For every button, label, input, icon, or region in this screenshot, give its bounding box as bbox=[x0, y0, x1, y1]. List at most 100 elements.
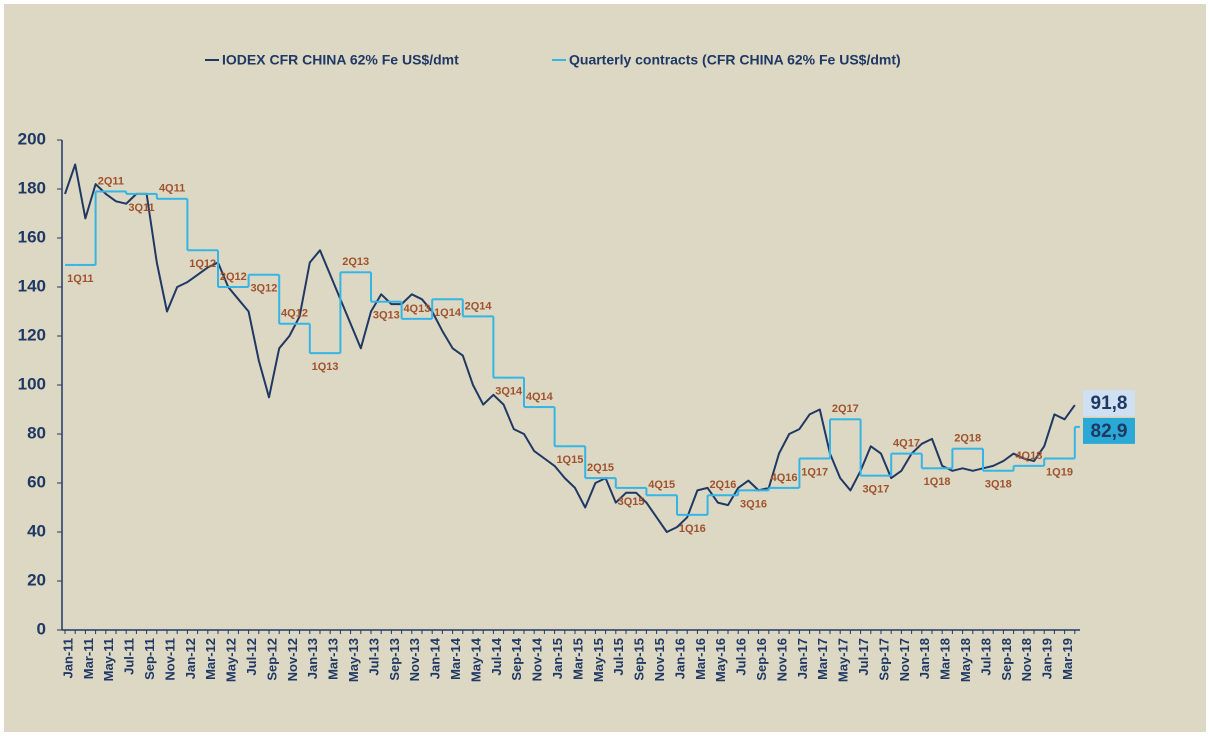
x-tick-label: May-11 bbox=[101, 638, 116, 681]
y-tick-label: 80 bbox=[27, 423, 46, 442]
quarter-label: 3Q13 bbox=[373, 310, 400, 322]
y-tick-label: 0 bbox=[37, 619, 46, 638]
y-tick-label: 140 bbox=[18, 276, 46, 295]
x-tick-label: Jan-11 bbox=[60, 638, 75, 678]
x-tick-label: Jan-12 bbox=[183, 638, 198, 679]
x-tick-label: Sep-16 bbox=[754, 638, 769, 681]
x-tick-label: May-13 bbox=[346, 638, 361, 682]
x-tick-label: Jan-16 bbox=[672, 638, 687, 679]
y-tick-label: 40 bbox=[27, 521, 46, 540]
x-tick-label: Nov-18 bbox=[1019, 638, 1034, 681]
x-tick-label: Jan-15 bbox=[550, 638, 565, 679]
legend-label: IODEX CFR CHINA 62% Fe US$/dmt bbox=[222, 52, 459, 68]
x-tick-label: Jul-13 bbox=[366, 638, 381, 676]
quarter-label: 4Q13 bbox=[403, 303, 430, 315]
x-tick-label: Nov-13 bbox=[407, 638, 422, 681]
quarter-label: 2Q13 bbox=[342, 256, 369, 268]
x-tick-label: Mar-17 bbox=[815, 638, 830, 680]
quarter-label: 2Q18 bbox=[954, 433, 981, 445]
x-tick-label: Mar-15 bbox=[570, 638, 585, 680]
quarter-label: 3Q14 bbox=[495, 386, 523, 398]
quarter-label: 3Q12 bbox=[250, 283, 277, 295]
quarter-label: 2Q14 bbox=[465, 300, 493, 312]
x-tick-label: May-18 bbox=[958, 638, 973, 682]
quarter-label: 3Q11 bbox=[128, 202, 154, 214]
end-label: 82,9 bbox=[1091, 421, 1128, 442]
x-tick-label: Jan-17 bbox=[795, 638, 810, 679]
x-tick-label: Jan-13 bbox=[305, 638, 320, 679]
x-tick-label: May-12 bbox=[224, 638, 239, 682]
quarter-label: 1Q16 bbox=[679, 523, 706, 535]
quarter-label: 1Q15 bbox=[556, 454, 583, 466]
x-tick-label: Nov-11 bbox=[162, 638, 177, 681]
end-label-box bbox=[1083, 390, 1135, 417]
quarter-label: 1Q13 bbox=[312, 361, 339, 373]
x-tick-label: Nov-16 bbox=[774, 638, 789, 681]
x-tick-label: Mar-13 bbox=[326, 638, 341, 680]
quarter-label: 3Q18 bbox=[985, 479, 1012, 491]
x-tick-label: Mar-16 bbox=[693, 638, 708, 680]
quarter-label: 2Q15 bbox=[587, 462, 614, 474]
x-tick-label: Mar-18 bbox=[938, 638, 953, 680]
x-tick-label: May-17 bbox=[836, 638, 851, 682]
y-tick-label: 60 bbox=[27, 472, 46, 491]
quarter-label: 4Q11 bbox=[159, 183, 185, 195]
background bbox=[4, 4, 1206, 732]
quarter-label: 4Q14 bbox=[526, 391, 554, 403]
quarter-label: 1Q19 bbox=[1046, 466, 1073, 478]
x-tick-label: Mar-12 bbox=[203, 638, 218, 680]
x-tick-label: May-15 bbox=[591, 638, 606, 682]
x-tick-label: Jul-12 bbox=[244, 638, 259, 676]
quarter-label: 3Q17 bbox=[862, 484, 889, 496]
x-tick-label: Jul-14 bbox=[489, 637, 504, 675]
x-tick-label: Nov-17 bbox=[897, 638, 912, 681]
quarter-label: 2Q17 bbox=[832, 403, 859, 415]
quarter-label: 4Q17 bbox=[893, 438, 920, 450]
quarter-label: 1Q11 bbox=[67, 273, 93, 285]
x-tick-label: Sep-15 bbox=[632, 638, 647, 681]
quarter-label: 2Q12 bbox=[220, 271, 247, 283]
series-line bbox=[64, 163, 1076, 533]
x-tick-label: Sep-13 bbox=[387, 638, 402, 681]
x-tick-label: May-14 bbox=[468, 637, 483, 682]
x-tick-label: Jul-18 bbox=[978, 638, 993, 676]
quarter-label: 2Q11 bbox=[98, 175, 124, 187]
quarter-label: 1Q18 bbox=[924, 476, 951, 488]
quarter-label: 4Q16 bbox=[771, 472, 798, 484]
quarter-label: 4Q15 bbox=[648, 479, 675, 491]
x-tick-label: Jan-18 bbox=[917, 638, 932, 679]
x-tick-label: Sep-17 bbox=[876, 638, 891, 681]
y-tick-label: 20 bbox=[27, 570, 46, 589]
quarter-label: 3Q15 bbox=[618, 496, 645, 508]
x-tick-label: Sep-14 bbox=[509, 637, 524, 680]
x-tick-label: Mar-11 bbox=[81, 638, 96, 679]
x-tick-label: Nov-12 bbox=[285, 638, 300, 681]
x-tick-label: Jul-17 bbox=[856, 638, 871, 676]
x-tick-label: Sep-12 bbox=[264, 638, 279, 681]
quarter-label: 1Q14 bbox=[434, 307, 462, 319]
y-tick-label: 180 bbox=[18, 178, 46, 197]
y-tick-label: 100 bbox=[18, 374, 46, 393]
x-tick-label: Jan-19 bbox=[1040, 638, 1055, 679]
quarter-label: 2Q16 bbox=[709, 479, 736, 491]
x-tick-label: Mar-19 bbox=[1060, 638, 1075, 680]
quarter-label: 1Q12 bbox=[189, 258, 216, 270]
end-label: 91,8 bbox=[1091, 393, 1128, 414]
x-tick-label: May-16 bbox=[713, 638, 728, 682]
y-tick-label: 120 bbox=[18, 325, 46, 344]
x-tick-label: Sep-18 bbox=[999, 638, 1014, 681]
x-tick-label: Sep-11 bbox=[142, 638, 157, 680]
x-tick-label: Jan-14 bbox=[428, 637, 443, 679]
x-tick-label: Mar-14 bbox=[448, 637, 463, 680]
quarter-label: 1Q17 bbox=[801, 466, 828, 478]
legend-label: Quarterly contracts (CFR CHINA 62% Fe US… bbox=[569, 52, 901, 68]
quarter-label: 3Q16 bbox=[740, 498, 767, 510]
quarter-label: 4Q18 bbox=[1015, 450, 1042, 462]
y-tick-label: 160 bbox=[18, 227, 46, 246]
end-label-box bbox=[1083, 417, 1135, 444]
y-tick-label: 200 bbox=[18, 129, 46, 148]
quarter-label: 4Q12 bbox=[281, 308, 308, 320]
x-tick-label: Jul-11 bbox=[122, 638, 137, 675]
x-tick-label: Jul-15 bbox=[611, 638, 626, 676]
